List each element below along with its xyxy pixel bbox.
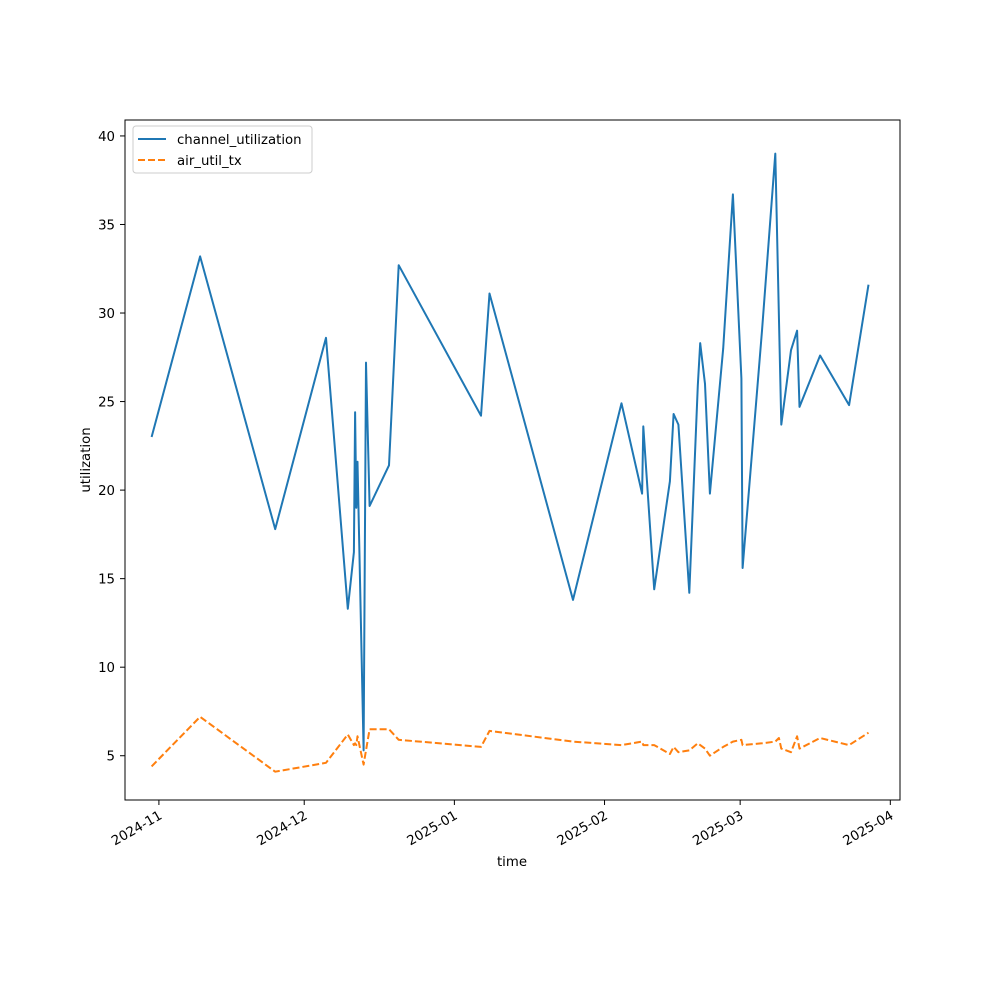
y-tick-label: 10 bbox=[98, 661, 115, 676]
y-tick-label: 30 bbox=[98, 307, 115, 322]
legend-label-channel-utilization: channel_utilization bbox=[177, 133, 302, 148]
y-tick-label: 35 bbox=[98, 218, 115, 233]
series-line-channel-utilization bbox=[150, 152, 870, 752]
legend-label-air-util-tx: air_util_tx bbox=[177, 154, 242, 169]
y-tick-label: 25 bbox=[98, 396, 115, 411]
legend-box bbox=[132, 125, 313, 174]
x-axis-label: time bbox=[497, 855, 527, 870]
y-tick-label: 40 bbox=[98, 130, 115, 145]
y-tick-label: 20 bbox=[98, 484, 115, 499]
y-axis: 5 10 15 20 25 30 35 40 bbox=[98, 130, 125, 765]
y-axis-label: utilization bbox=[79, 427, 94, 492]
plot-lines bbox=[150, 152, 870, 773]
legend: channel_utilization air_util_tx bbox=[132, 125, 313, 174]
y-tick-label: 5 bbox=[107, 750, 115, 765]
plot-frame bbox=[124, 119, 901, 801]
series-line-air-util-tx bbox=[150, 715, 870, 773]
y-tick-label: 15 bbox=[98, 573, 115, 588]
